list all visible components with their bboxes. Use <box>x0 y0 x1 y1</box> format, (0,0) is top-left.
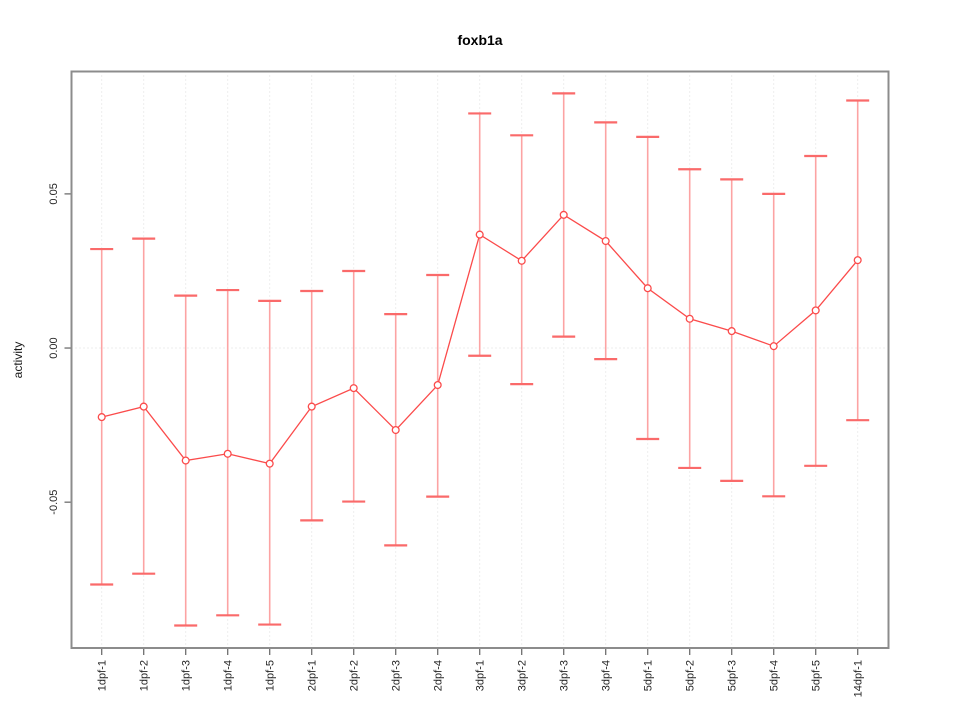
x-tick-label: 3dpf-1 <box>475 660 487 691</box>
x-tick-label: 5dpf-4 <box>769 660 781 691</box>
data-point <box>811 306 820 315</box>
x-tick-label: 1dpf-5 <box>265 660 277 691</box>
x-tick-label: 1dpf-1 <box>97 660 109 691</box>
data-point <box>643 284 652 293</box>
x-tick-label: 14dpf-1 <box>853 660 865 697</box>
data-point <box>433 380 442 390</box>
data-point <box>559 210 568 219</box>
data-point <box>391 425 400 435</box>
data-point <box>181 456 190 465</box>
data-point <box>517 256 526 265</box>
x-tick-label: 1dpf-2 <box>139 660 151 691</box>
y-tick-label: -0.05 <box>48 490 60 515</box>
y-tick-label: 0.00 <box>48 337 60 358</box>
x-tick-label: 3dpf-2 <box>517 660 529 691</box>
x-tick-label: 3dpf-4 <box>601 660 613 691</box>
data-point <box>265 459 274 468</box>
data-point <box>853 256 862 265</box>
x-tick-label: 2dpf-1 <box>307 660 319 691</box>
data-point <box>97 413 106 422</box>
x-tick-label: 2dpf-4 <box>433 660 445 691</box>
y-axis-label: activity <box>11 342 25 379</box>
x-tick-label: 1dpf-3 <box>181 660 193 691</box>
data-point <box>223 449 232 458</box>
data-point <box>727 327 736 336</box>
x-tick-label: 5dpf-2 <box>685 660 697 691</box>
plot-border <box>70 70 890 649</box>
data-point <box>685 314 694 323</box>
x-tick-label: 1dpf-4 <box>223 660 235 691</box>
data-point <box>307 402 316 411</box>
error-bars <box>90 92 870 627</box>
x-tick-label: 2dpf-3 <box>391 660 403 691</box>
axes: 1dpf-1 1dpf-2 1dpf-3 1dpf-4 1dpf-5 2dpf-1 2dpf… <box>48 70 890 697</box>
data-point <box>601 237 610 246</box>
x-tick-label: 3dpf-3 <box>559 660 571 691</box>
chart-title: foxb1a <box>457 32 502 48</box>
x-tick-label: 5dpf-5 <box>811 660 823 691</box>
data-point <box>475 230 484 239</box>
data-point <box>349 384 358 393</box>
data-points <box>97 210 862 468</box>
y-tick-label: 0.05 <box>48 183 60 204</box>
x-tick-label: 5dpf-3 <box>727 660 739 691</box>
data-point <box>139 402 148 411</box>
x-tick-label: 5dpf-1 <box>643 660 655 691</box>
x-tick-label: 2dpf-2 <box>349 660 361 691</box>
data-point <box>769 342 778 351</box>
